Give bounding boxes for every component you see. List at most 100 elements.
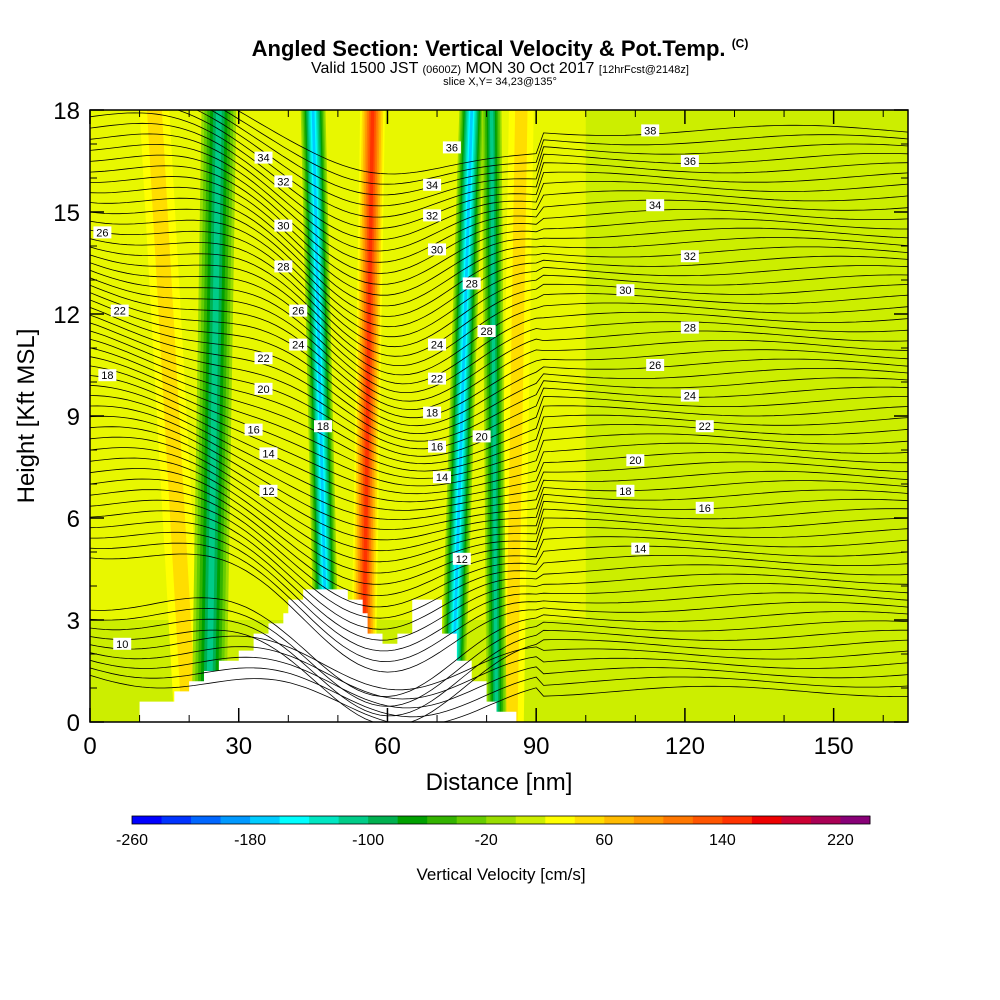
colorbar-tick-label: 220 [827,832,854,849]
isentrope-26.5 [90,314,908,442]
colorbar-swatch [427,816,458,824]
updraft-band-1-level-1 [147,110,197,722]
contour-label: 32 [684,251,696,263]
isentrope-39.5 [222,110,908,185]
contour-label-bg [98,369,117,382]
isentrope-31 [90,246,908,366]
isentrope-15 [90,542,908,663]
colorbar-swatch [161,816,192,824]
contour-label-bg [274,219,293,232]
contour-label: 16 [699,503,711,515]
contour-label: 34 [257,153,269,165]
isentrope-37 [90,122,908,241]
isentrope-27.5 [90,299,908,427]
isentrope-24 [90,356,908,479]
contour-label-bg [680,155,699,167]
contour-label-bg [680,250,699,263]
colorbar-swatch [456,816,487,824]
y-axis-label: Height [Kft MSL] [13,329,40,504]
contour-label-bg [289,338,308,351]
isentrope-14 [90,597,908,697]
contour-label-bg [428,440,447,453]
contour-label: 10 [116,639,128,651]
isentrope-14.5 [90,553,908,673]
isentrope-33.5 [90,197,908,317]
isentrope-34 [90,186,908,307]
isentrope-35.5 [90,154,908,274]
valid-utc: (0600Z) [422,64,462,76]
contour-label: 18 [101,370,113,382]
isentrope-22.5 [90,384,908,503]
colorbar-swatch [604,816,635,824]
isentrope-32 [90,229,908,348]
isentrope-34.5 [90,176,908,296]
isentrope-20.5 [90,426,908,541]
colorbar-swatch [279,816,310,824]
isentrope-12.5 [90,629,908,722]
contour-label: 26 [292,306,304,318]
isentrope-24.5 [90,347,908,472]
isentrope-16.5 [90,510,908,630]
contour-label-bg [472,430,491,443]
colorbar-tick-label: 140 [709,832,736,849]
isentrope-25.5 [90,330,908,457]
contour-label-bg [428,243,447,256]
colorbar-swatch [250,816,281,824]
y-tick-label: 18 [53,98,80,125]
contour-label-bg [646,199,665,212]
contour-label: 20 [476,431,488,443]
colorbar-swatch [368,816,399,824]
contour-label-bg [631,542,650,555]
colorbar-swatch [781,816,812,824]
isentrope-11.5 [90,646,908,700]
isentrope-32.5 [90,219,908,338]
contour-label: 22 [431,374,443,386]
x-tick-label: 90 [523,733,550,760]
chart-title-text: Angled Section: Vertical Velocity & Pot.… [251,36,726,61]
isentrope-38.5 [196,110,908,207]
contour-label-bg [462,277,481,290]
isentrope-10.5 [90,667,908,718]
contour-label: 36 [446,142,458,154]
downdraft-band-0-level-8 [311,110,330,722]
contour-label-bg [616,484,635,497]
contour-label: 30 [619,285,631,297]
colorbar-frame [131,815,871,825]
contour-label: 22 [699,421,711,433]
x-axis-label: Distance [nm] [426,769,573,796]
contour-label: 12 [262,486,274,498]
isentrope-17 [90,499,908,619]
isentrope-29 [90,277,908,402]
contour-label: 32 [426,210,438,222]
contour-label: 28 [684,323,696,335]
contour-label-bg [423,178,442,191]
isentrope-39 [210,110,908,196]
contour-label-bg [113,637,132,650]
contour-label-bg [432,471,451,484]
contour-label: 22 [114,306,126,318]
contour-label-bg [259,447,278,460]
y-tick-label: 12 [53,302,80,329]
isentrope-21 [90,415,908,530]
isentrope-26 [90,322,908,450]
isentrope-29.5 [90,269,908,393]
contour-label-bg [680,321,699,334]
contour-label-bg [626,454,645,467]
colorbar-swatch [810,816,841,824]
isentrope-13.5 [90,607,908,707]
colorbar-tick-label: -180 [234,832,266,849]
contour-label-bg [477,325,496,337]
valid-time: Valid 1500 JST [311,60,419,77]
isentrope-11 [90,656,908,709]
isentrope-20 [90,436,908,552]
valid-date: MON 30 Oct 2017 [465,60,595,77]
contour-label-bg [646,359,665,371]
colorbar-swatch [132,816,163,824]
colorbar-tick-label: -260 [116,832,148,849]
contour-label-bg [695,501,714,514]
isentrope-18.5 [90,468,908,585]
colorbar-swatch [309,816,340,824]
contour-label-bg [423,406,442,419]
contour-label-bg [695,420,714,433]
